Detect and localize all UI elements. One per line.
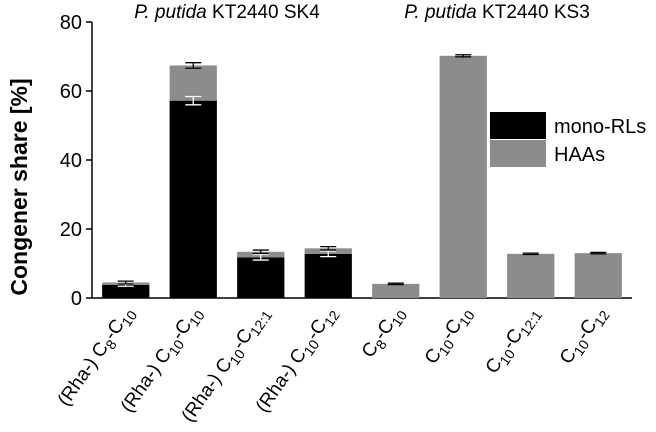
error-bar [320, 245, 337, 251]
chart-bars [102, 55, 622, 299]
x-tick-label: C8-C10 [358, 303, 411, 364]
error-bar [455, 54, 472, 58]
error-bar [185, 95, 202, 106]
bar-haas [439, 55, 487, 299]
x-tick-label: C10-C12:1 [482, 303, 546, 380]
group-label: P. putida KT2440 KS3 [404, 2, 590, 23]
legend-label: HAAs [554, 144, 605, 166]
error-bar [522, 252, 539, 256]
x-tick-label: C10-C10 [421, 303, 478, 370]
y-axis-label: Congener share [%] [6, 78, 32, 295]
bar-haas [507, 253, 555, 298]
error-bar [252, 253, 269, 261]
y-tick-label: 60 [60, 81, 82, 103]
legend-swatch [490, 112, 546, 139]
bar-mono-rls [304, 253, 352, 298]
bar-haas [574, 253, 622, 298]
bar-haas [372, 283, 420, 298]
bar-mono-rls [169, 100, 217, 298]
error-bar [117, 280, 134, 285]
y-tick-label: 0 [71, 288, 82, 310]
error-bar [252, 249, 269, 255]
legend-swatch [490, 140, 546, 167]
bar-mono-rls [237, 257, 285, 298]
x-axis-tick-labels: (Rha-) C8-C10(Rha-) C10-C10(Rha-) C10-C1… [54, 303, 613, 426]
error-bar [320, 250, 337, 258]
error-bar [185, 62, 202, 69]
bar-mono-rls [102, 284, 150, 298]
legend-label: mono-RLs [554, 116, 646, 138]
y-tick-label: 40 [60, 150, 82, 172]
group-label: P. putida KT2440 SK4 [134, 2, 320, 23]
chart-legend: mono-RLs HAAs [490, 112, 646, 167]
x-tick-label: C10-C12 [556, 303, 613, 370]
error-bar [590, 251, 607, 255]
group-labels: P. putida KT2440 SK4 P. putida KT2440 KS3 [134, 2, 590, 23]
chart-error-bars [117, 54, 607, 287]
y-axis-ticks: 0 20 40 60 80 [60, 12, 92, 310]
y-tick-label: 20 [60, 219, 82, 241]
error-bar [387, 282, 404, 286]
bar-haas [169, 65, 217, 101]
y-tick-label: 80 [60, 12, 82, 34]
